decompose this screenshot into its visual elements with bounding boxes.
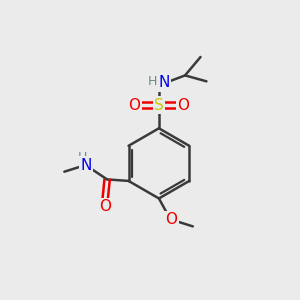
Text: O: O: [177, 98, 189, 112]
Text: O: O: [165, 212, 177, 227]
Text: N: N: [80, 158, 92, 173]
Text: O: O: [128, 98, 140, 112]
Text: O: O: [99, 199, 111, 214]
Text: H: H: [148, 75, 157, 88]
Text: N: N: [159, 75, 170, 90]
Text: H: H: [77, 151, 87, 164]
Text: S: S: [154, 98, 164, 112]
